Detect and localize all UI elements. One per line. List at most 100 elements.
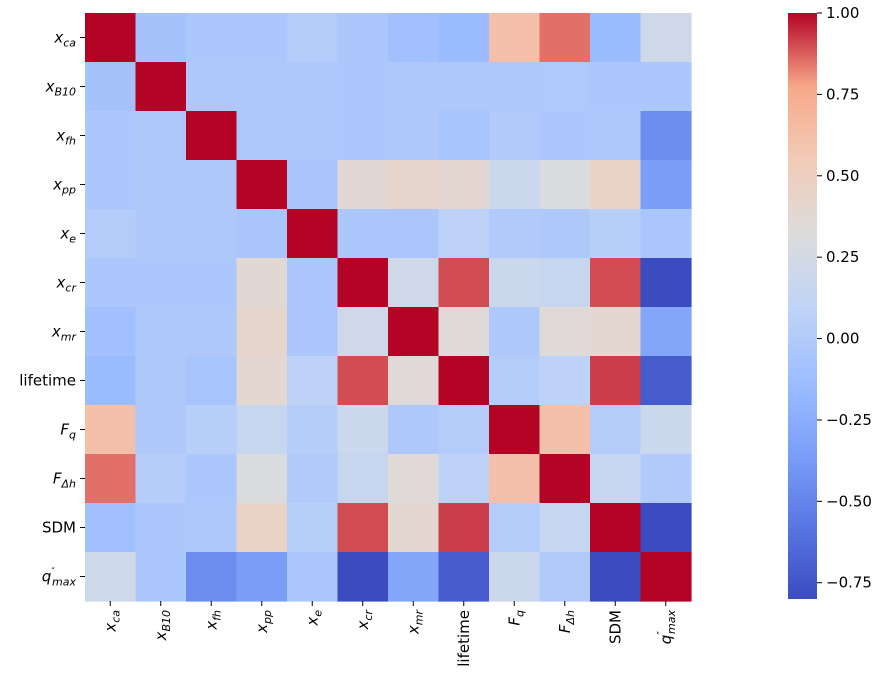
heatmap-cell [590, 111, 642, 161]
heatmap-cell [186, 209, 238, 259]
heatmap-cell [489, 356, 541, 406]
heatmap-cell [85, 356, 137, 406]
x-tick-label: Fq [505, 610, 526, 626]
heatmap-cell [539, 454, 591, 504]
heatmap-cell [590, 307, 642, 357]
x-tick-label: xB10 [152, 610, 173, 641]
heatmap-cell [85, 503, 137, 553]
heatmap-cell [186, 356, 238, 406]
heatmap-cell [287, 503, 339, 553]
heatmap-cell [388, 62, 440, 112]
heatmap-cell [236, 13, 288, 63]
y-axis-tick-labels: xca xB10 xfh xpp xe xcr xmr lifetime Fq FΔh SDM q″ m… [19, 29, 85, 589]
heatmap-cell [539, 405, 591, 455]
heatmap-cell [85, 209, 137, 259]
colorbar-tick-label: 0.25 [826, 248, 859, 266]
heatmap-cell [85, 405, 137, 455]
heatmap-cell [186, 503, 238, 553]
heatmap-cell [337, 307, 389, 357]
heatmap-cell [337, 356, 389, 406]
heatmap-cell [287, 111, 339, 161]
heatmap-cell [539, 160, 591, 210]
heatmap-cell [489, 160, 541, 210]
heatmap-cell [388, 503, 440, 553]
heatmap-cell [640, 62, 692, 112]
heatmap-cell [590, 552, 642, 602]
heatmap-cell [590, 13, 642, 63]
heatmap-cell [590, 454, 642, 504]
x-axis-tick-labels: xca xB10 xfh xpp xe xcr xmr lifetime Fq FΔh SDM q″m… [101, 601, 678, 667]
heatmap-cell [388, 160, 440, 210]
heatmap-cell [539, 111, 591, 161]
heatmap-cell [489, 405, 541, 455]
x-tick-label: xfh [202, 610, 223, 631]
colorbar-tick-label: 0.50 [826, 167, 859, 185]
heatmap-cell [438, 552, 490, 602]
y-tick-label: SDM [42, 519, 76, 537]
heatmap-cell [135, 160, 187, 210]
x-tick-label: xca [101, 610, 122, 633]
heatmap-cell [590, 62, 642, 112]
colorbar-tick-label: −0.25 [826, 411, 872, 429]
heatmap-cell [438, 356, 490, 406]
heatmap-cell [489, 62, 541, 112]
heatmap-cell [539, 307, 591, 357]
heatmap-cell [640, 13, 692, 63]
heatmap-cell [640, 307, 692, 357]
heatmap-cell [590, 209, 642, 259]
heatmap-cell [287, 160, 339, 210]
heatmap-cell [438, 454, 490, 504]
colorbar [788, 13, 817, 599]
heatmap-cell [186, 552, 238, 602]
colorbar-ticks: 1.00 0.75 0.50 0.25 0.00 −0.25 −0.50 −0.75 [817, 4, 872, 592]
x-tick-label: FΔh [556, 610, 577, 633]
heatmap-cell [135, 454, 187, 504]
heatmap-cell [236, 356, 288, 406]
colorbar-tick-label: 1.00 [826, 4, 859, 22]
heatmap-cell [186, 160, 238, 210]
heatmap-cell [438, 258, 490, 308]
heatmap-cell [135, 209, 187, 259]
heatmap-cell [236, 209, 288, 259]
heatmap-cell [539, 62, 591, 112]
heatmap-cell [640, 552, 692, 602]
heatmap-cell [539, 356, 591, 406]
heatmap-cell [640, 503, 692, 553]
y-tick-label: xpp [52, 176, 76, 197]
y-tick-label: xcr [56, 274, 78, 295]
heatmap-cell [186, 454, 238, 504]
heatmap-cell [337, 503, 389, 553]
heatmap-cell [236, 503, 288, 553]
y-tick-label: q″ max [42, 567, 77, 589]
heatmap-cell [640, 209, 692, 259]
x-tick-label: xmr [404, 609, 425, 636]
heatmap-cell [135, 356, 187, 406]
x-tick-label: lifetime [455, 610, 473, 667]
heatmap-cell [590, 160, 642, 210]
colorbar-tick-label: 0.75 [826, 85, 859, 103]
heatmap-cell [135, 503, 187, 553]
heatmap-cell [287, 552, 339, 602]
heatmap-cell [287, 356, 339, 406]
heatmap-cell [287, 454, 339, 504]
heatmap-cell [135, 405, 187, 455]
y-tick-label: FΔh [53, 470, 76, 491]
heatmap-cell [388, 209, 440, 259]
heatmap-cell [388, 307, 440, 357]
heatmap-cell [489, 13, 541, 63]
heatmap-cell [539, 13, 591, 63]
heatmap-cell [236, 62, 288, 112]
heatmap-cell [438, 62, 490, 112]
heatmap-cell [236, 111, 288, 161]
y-tick-label: xfh [55, 127, 76, 148]
heatmap-cell [489, 454, 541, 504]
heatmap-cell [135, 307, 187, 357]
heatmap-cell [337, 552, 389, 602]
x-tick-label: q″max [656, 610, 678, 645]
y-tick-label: xmr [51, 323, 78, 344]
heatmap-cell [590, 356, 642, 406]
heatmap-cell [337, 62, 389, 112]
heatmap-cell [186, 111, 238, 161]
heatmap-cell [85, 552, 137, 602]
heatmap-cell [438, 13, 490, 63]
